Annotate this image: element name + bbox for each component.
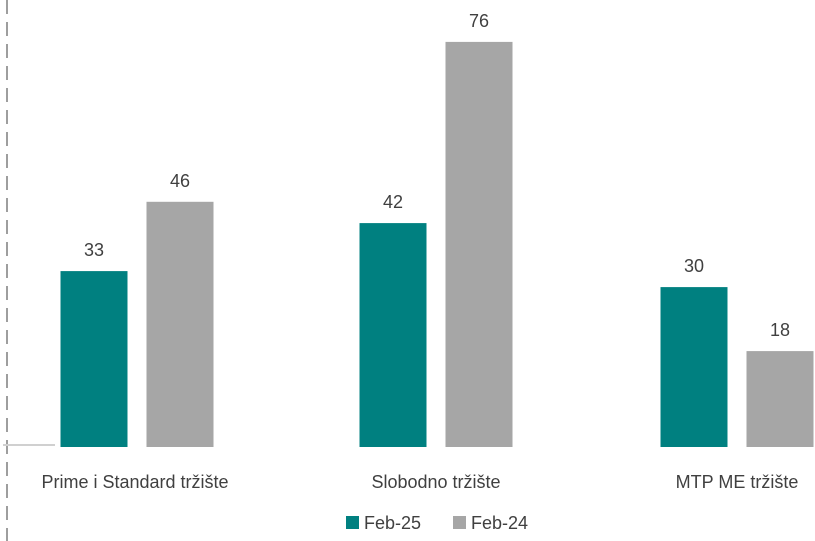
data-label: 33 [84, 240, 104, 260]
bar [146, 201, 214, 447]
value-labels-group: 33 46 42 76 30 18 [84, 11, 790, 340]
category-label: MTP ME tržište [676, 472, 799, 492]
legend-swatch-feb-25 [346, 516, 359, 529]
data-label: 46 [170, 171, 190, 191]
legend-label-feb-25: Feb-25 [364, 513, 421, 533]
data-label: 30 [684, 256, 704, 276]
data-label: 18 [770, 320, 790, 340]
legend: Feb-25 Feb-24 [346, 513, 528, 533]
category-label: Prime i Standard tržište [41, 472, 228, 492]
bar [660, 287, 728, 447]
bar [359, 223, 427, 447]
bar [746, 351, 814, 447]
data-label: 76 [469, 11, 489, 31]
bar [445, 41, 513, 448]
legend-swatch-feb-24 [453, 516, 466, 529]
bar [60, 271, 128, 447]
bars-group [60, 41, 814, 448]
data-label: 42 [383, 192, 403, 212]
legend-label-feb-24: Feb-24 [471, 513, 528, 533]
category-labels: Prime i Standard tržište Slobodno tržišt… [41, 472, 798, 492]
category-label: Slobodno tržište [371, 472, 500, 492]
